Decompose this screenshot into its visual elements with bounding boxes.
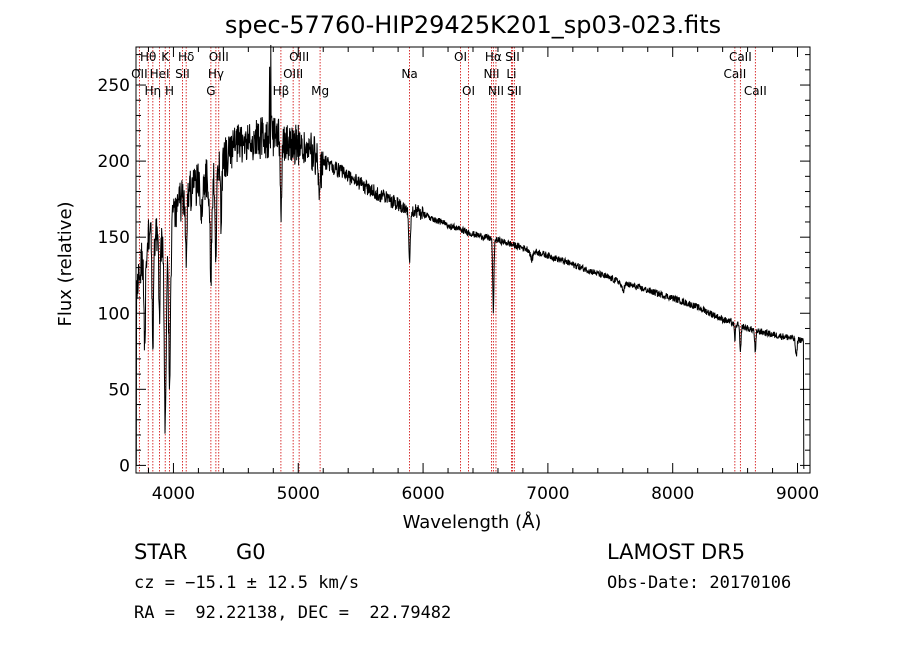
redshift-velocity: cz = −15.1 ± 12.5 km/s <box>134 573 360 593</box>
line-label: Na <box>401 67 417 81</box>
line-label: OI <box>462 84 475 98</box>
x-axis-label: Wavelength (Å) <box>403 511 542 533</box>
line-label: OIII <box>283 67 303 81</box>
line-label: K <box>161 50 170 64</box>
line-label: SII <box>175 67 190 81</box>
spectrum-line <box>135 44 805 469</box>
line-label: CaII <box>744 84 767 98</box>
line-label: OIII <box>209 50 229 64</box>
x-tick-label: 7000 <box>526 484 569 504</box>
object-subclass: G0 <box>236 540 266 564</box>
observation-date: Obs-Date: 20170106 <box>607 573 792 593</box>
plot-frame <box>135 46 811 474</box>
line-label: OIII <box>289 50 309 64</box>
line-label: Hγ <box>208 67 224 81</box>
line-label: Hδ <box>178 50 194 64</box>
line-label: NII <box>488 84 504 98</box>
line-label: G <box>206 84 215 98</box>
emission-line-markers <box>138 47 756 473</box>
line-label: NII <box>483 67 499 81</box>
chart-title: spec-57760-HIP29425K201_sp03-023.fits <box>225 11 721 39</box>
y-tick-label: 150 <box>98 228 130 248</box>
line-label: OI <box>454 50 467 64</box>
line-label: H <box>165 84 174 98</box>
y-tick-label: 250 <box>98 76 130 96</box>
y-axis-label: Flux (relative) <box>55 201 76 326</box>
line-label: OII <box>131 67 148 81</box>
line-label: HeI <box>150 67 170 81</box>
y-axis: 0 50 100 150 200 250 <box>98 54 810 476</box>
line-label: Hβ <box>273 84 290 98</box>
y-tick-label: 50 <box>108 380 130 400</box>
y-tick-label: 100 <box>98 304 130 324</box>
x-tick-label: 4000 <box>152 484 195 504</box>
x-tick-label: 6000 <box>401 484 444 504</box>
object-class: STAR <box>134 540 188 564</box>
coordinates: RA = 92.22138, DEC = 22.79482 <box>134 603 452 623</box>
y-tick-label: 200 <box>98 152 130 172</box>
line-label: Mg <box>311 84 329 98</box>
x-axis: 4000 5000 6000 7000 8000 9000 <box>147 47 819 504</box>
line-label: Hη <box>145 84 162 98</box>
line-label: SII <box>505 50 520 64</box>
survey-name: LAMOST DR5 <box>607 540 746 564</box>
y-tick-label: 0 <box>119 456 130 476</box>
line-label: Li <box>506 67 516 81</box>
line-label: CaII <box>723 67 746 81</box>
line-label: Hα <box>485 50 502 64</box>
x-tick-label: 9000 <box>776 484 819 504</box>
line-label: SII <box>507 84 522 98</box>
x-tick-label: 5000 <box>277 484 320 504</box>
x-tick-label: 8000 <box>651 484 694 504</box>
line-label: Hθ <box>140 50 156 64</box>
line-label: CaII <box>729 50 752 64</box>
